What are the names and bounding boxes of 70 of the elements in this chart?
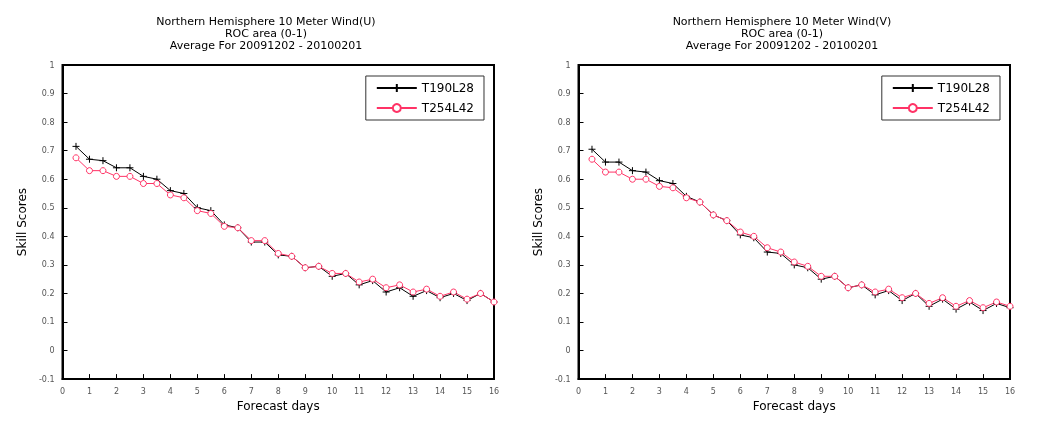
y-tick-label: 0.1 <box>557 317 571 327</box>
y-tick-label: -0.1 <box>38 374 55 384</box>
x-tick-label: 12 <box>897 386 908 396</box>
y-tick-label: 0 <box>565 346 571 356</box>
x-tick-label: 2 <box>629 386 635 396</box>
y-tick-label: 0.4 <box>557 231 571 241</box>
x-axis-title: Forecast days <box>236 399 320 413</box>
y-axis-title: Skill Scores <box>15 187 29 257</box>
x-tick-label: 15 <box>977 386 989 396</box>
x-tick-label: 2 <box>113 386 119 396</box>
y-tick-label: 1 <box>49 60 55 70</box>
y-tick-label: -0.1 <box>554 374 571 384</box>
y-tick-label: 0.9 <box>41 89 55 99</box>
x-tick-label: 14 <box>434 386 446 396</box>
x-tick-label: 1 <box>602 386 609 396</box>
legend-label: T190L28 <box>420 81 475 95</box>
y-tick-label: 0.5 <box>557 203 571 213</box>
y-tick-label: 0.8 <box>557 117 571 127</box>
y-tick-label: 0.2 <box>41 288 55 298</box>
y-tick-label: 0.8 <box>41 117 55 127</box>
x-tick-label: 11 <box>354 386 365 396</box>
x-tick-label: 1 <box>86 386 93 396</box>
y-tick-label: 0.3 <box>41 260 55 270</box>
x-tick-label: 15 <box>461 386 473 396</box>
y-tick-label: 0.6 <box>41 174 55 184</box>
x-tick-label: 10 <box>843 386 854 396</box>
x-tick-label: 7 <box>764 386 770 396</box>
x-tick-label: 13 <box>924 386 935 396</box>
y-tick-label: 0 <box>49 346 55 356</box>
x-tick-label: 8 <box>791 386 797 396</box>
chart-title: Northern Hemisphere 10 Meter Wind(U) <box>156 14 376 28</box>
x-tick-label: 16 <box>488 386 500 396</box>
x-tick-label: 5 <box>194 386 200 396</box>
x-tick-label: 4 <box>167 386 173 396</box>
y-tick-label: 0.3 <box>557 260 571 270</box>
x-axis-title: Forecast days <box>752 399 836 413</box>
x-tick-label: 13 <box>408 386 419 396</box>
x-tick-label: 14 <box>950 386 962 396</box>
chart-subtitle: ROC area (0-1) Average For 20091202 - 20100201 <box>169 26 363 52</box>
x-tick-label: 16 <box>1004 386 1016 396</box>
y-tick-label: 0.1 <box>41 317 55 327</box>
y-tick-label: 0.9 <box>557 89 571 99</box>
x-tick-label: 6 <box>221 386 227 396</box>
x-tick-label: 8 <box>275 386 281 396</box>
chart-title: Northern Hemisphere 10 Meter Wind(V) <box>672 14 892 28</box>
y-tick-label: 0.5 <box>41 203 55 213</box>
x-tick-label: 3 <box>656 386 662 396</box>
x-tick-label: 10 <box>327 386 338 396</box>
x-tick-label: 9 <box>302 386 308 396</box>
y-axis-title: Skill Scores <box>531 187 545 257</box>
x-tick-label: 0 <box>59 386 66 396</box>
x-tick-label: 4 <box>683 386 689 396</box>
chart-subtitle: ROC area (0-1) Average For 20091202 - 20100201 <box>685 26 879 52</box>
y-tick-label: 0.4 <box>41 231 55 241</box>
y-tick-label: 0.7 <box>557 146 571 156</box>
legend-label: T190L28 <box>936 81 991 95</box>
y-tick-label: 1 <box>565 60 571 70</box>
x-tick-label: 12 <box>381 386 392 396</box>
x-tick-label: 11 <box>870 386 881 396</box>
x-tick-label: 0 <box>575 386 582 396</box>
x-tick-label: 7 <box>248 386 254 396</box>
legend-label: T254L42 <box>420 101 475 115</box>
x-tick-label: 3 <box>140 386 146 396</box>
y-tick-label: 0.2 <box>557 288 571 298</box>
x-tick-label: 5 <box>710 386 716 396</box>
y-tick-label: 0.7 <box>41 146 55 156</box>
legend-label: T254L42 <box>936 101 991 115</box>
x-tick-label: 9 <box>818 386 824 396</box>
x-tick-label: 6 <box>737 386 743 396</box>
y-tick-label: 0.6 <box>557 174 571 184</box>
